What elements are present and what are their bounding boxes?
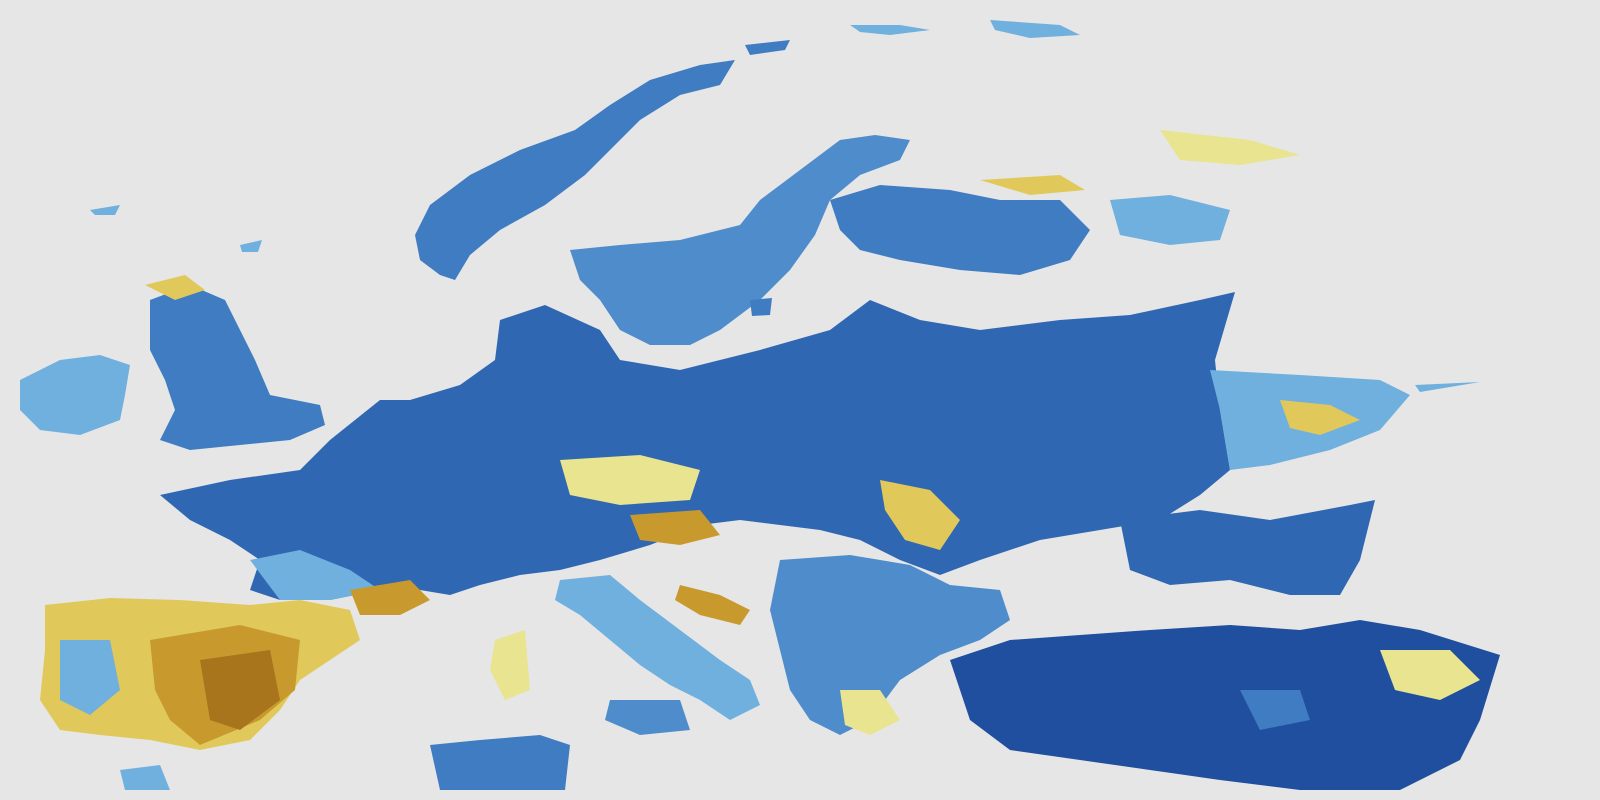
europe-anomaly-map[interactable] [0, 0, 1600, 800]
map-view[interactable] [0, 0, 1600, 800]
